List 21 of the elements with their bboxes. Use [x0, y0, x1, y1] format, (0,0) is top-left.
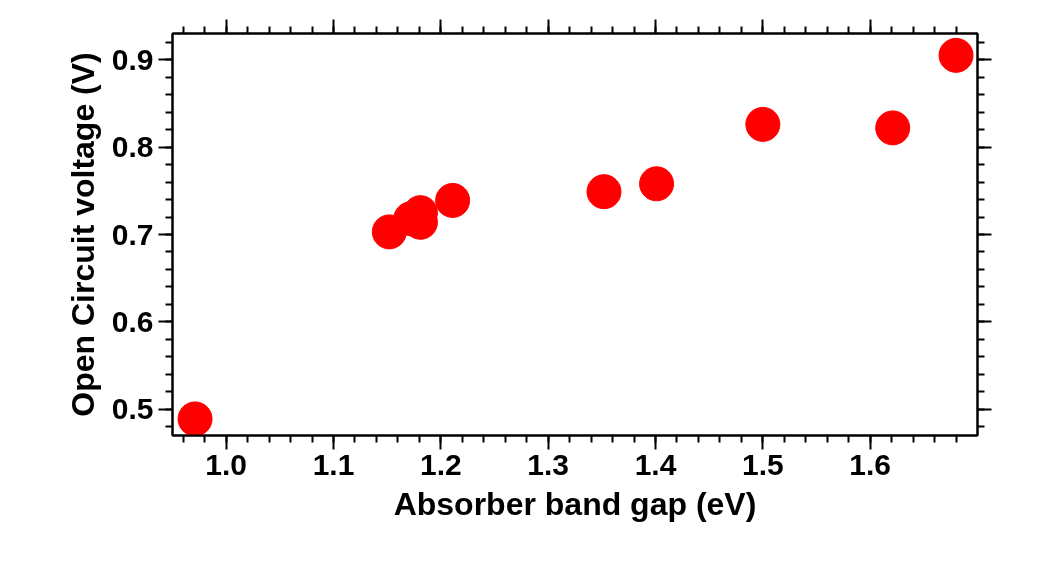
y-tick-label: 0.7 [111, 217, 154, 251]
y-tick-label: 0.8 [111, 130, 154, 164]
y-tick-label: 0.9 [111, 42, 154, 76]
y-axis-title: Open Circuit voltage (V) [64, 52, 101, 417]
x-tick-label: 1.4 [634, 447, 677, 481]
x-tick-label: 1.1 [312, 447, 355, 481]
point [435, 182, 471, 218]
y-tick-label: 0.6 [111, 304, 154, 338]
x-axis-title: Absorber band gap (eV) [393, 485, 757, 522]
x-tick-label: 1.3 [527, 447, 570, 481]
point [639, 166, 675, 202]
x-tick-label: 1.5 [741, 447, 784, 481]
point [938, 37, 974, 73]
point [875, 110, 911, 146]
x-tick-label: 1.0 [205, 447, 248, 481]
point [745, 106, 781, 142]
x-tick-label: 1.6 [849, 447, 892, 481]
point [586, 174, 622, 210]
point [177, 401, 213, 436]
y-tick-label: 0.5 [111, 392, 154, 426]
x-tick-label: 1.2 [419, 447, 462, 481]
